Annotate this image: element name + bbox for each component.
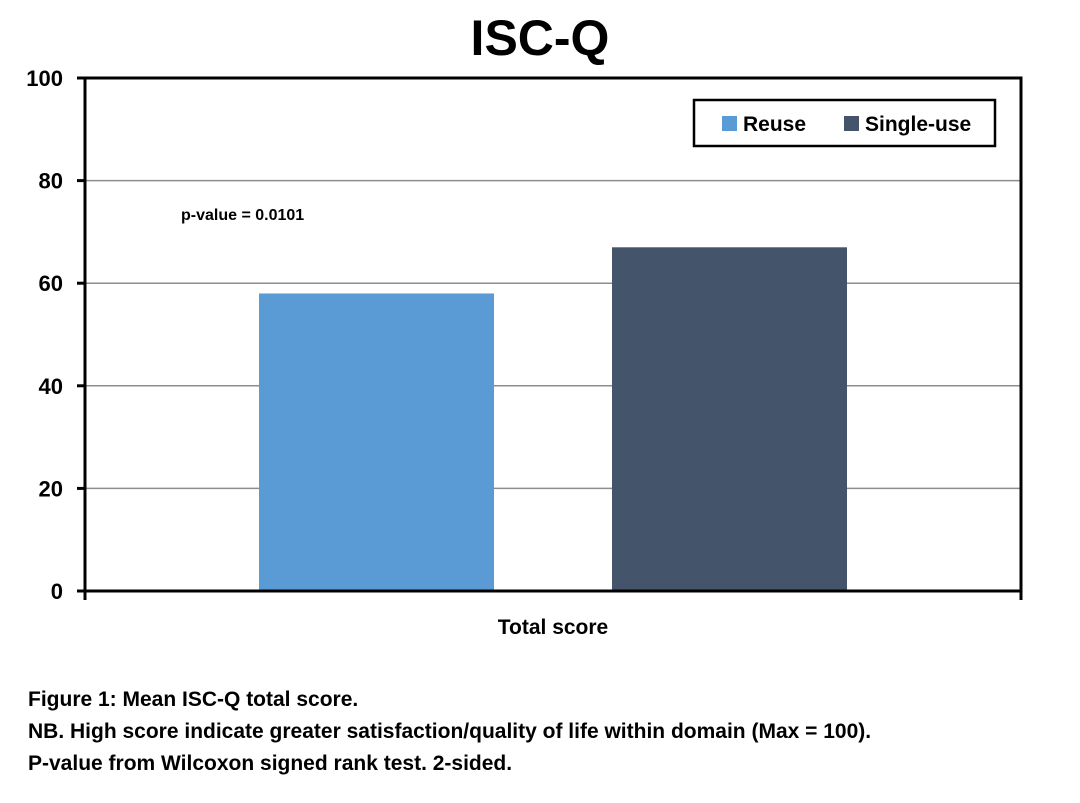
legend-swatch-single-use: [844, 116, 859, 131]
chart-title: ISC-Q: [470, 10, 610, 66]
plot-frame: [83, 76, 1023, 593]
legend-swatch-reuse: [722, 116, 737, 131]
y-tick-label: 80: [39, 169, 63, 194]
caption-line-2: NB. High score indicate greater satisfac…: [28, 720, 872, 743]
bar-reuse: [259, 293, 494, 591]
caption-line-1: Figure 1: Mean ISC-Q total score.: [28, 688, 359, 711]
y-tick-label: 100: [26, 66, 63, 91]
bar-single-use: [612, 247, 847, 592]
y-tick-label: 20: [39, 476, 63, 501]
bar-chart: Total score 0 20 40 60 80 100 p-value = 0.0101 R…: [26, 66, 1023, 639]
y-tick-label: 0: [51, 579, 63, 604]
y-tick-label: 40: [39, 374, 63, 399]
legend-label-reuse: Reuse: [743, 113, 806, 136]
figure-caption: Figure 1: Mean ISC-Q total score. NB. Hi…: [28, 684, 871, 780]
y-tick-label: 60: [39, 271, 63, 296]
legend-label-single-use: Single-use: [865, 113, 971, 136]
p-value-annotation: p-value = 0.0101: [181, 207, 304, 224]
x-tick-label: Total score: [498, 616, 608, 639]
caption-line-3: P-value from Wilcoxon signed rank test. …: [28, 752, 513, 775]
